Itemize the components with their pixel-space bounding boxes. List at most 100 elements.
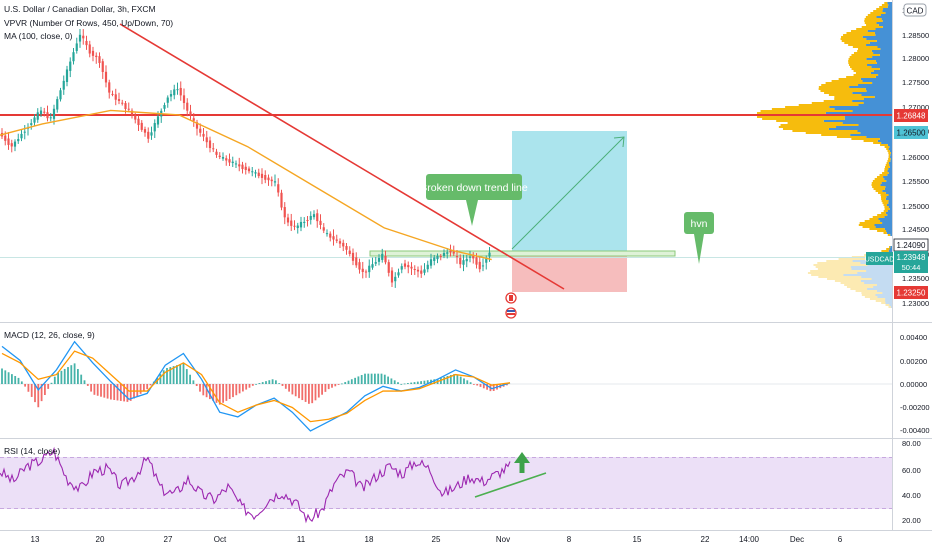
vpvr-legend[interactable]: VPVR (Number Of Rows, 450, Up/Down, 70) [4, 18, 173, 28]
price-tag-symbol[interactable]: USDCAD [865, 252, 895, 265]
macd-signal-line [1, 350, 511, 423]
macd-histogram-bar [50, 382, 53, 384]
price-tag-resistance[interactable]: 1.24090 [893, 238, 929, 252]
candle-body [13, 141, 17, 147]
vp-up-bar [873, 52, 892, 54]
vp-down-bar [815, 266, 851, 268]
vp-up-bar [883, 176, 892, 178]
candle-body [342, 242, 345, 247]
rsi-trendline[interactable] [474, 472, 547, 498]
rsi-axis[interactable]: 80.00 60.00 40.00 20.00 [902, 439, 921, 525]
vp-up-bar [877, 46, 892, 48]
vp-down-bar [880, 144, 888, 146]
candle-body [459, 257, 462, 265]
vp-up-bar [890, 234, 892, 236]
vp-up-bar [880, 220, 892, 222]
macd-pane[interactable]: MACD (12, 26, close, 9) [0, 330, 892, 432]
vp-up-bar [890, 156, 892, 158]
macd-legend[interactable]: MACD (12, 26, close, 9) [4, 330, 95, 340]
vp-down-bar [824, 92, 853, 94]
rsi-line [0, 446, 511, 524]
time-axis[interactable]: 13 20 27 Oct 11 18 25 Nov 8 15 22 14:00 Dec 6 [31, 535, 843, 544]
vp-up-bar [876, 290, 892, 292]
rsi-pane[interactable]: RSI (14, close) [0, 446, 892, 524]
vp-down-bar [864, 22, 877, 24]
macd-histogram-bar [113, 384, 116, 400]
vp-up-bar [828, 128, 892, 130]
up-arrow-icon[interactable] [514, 452, 530, 473]
trend-callout[interactable]: Broken down trend line [420, 174, 528, 226]
price-tag-red-level[interactable]: 1.26848 [894, 109, 928, 122]
vp-down-bar [886, 148, 889, 150]
vp-up-bar [857, 272, 892, 274]
vp-down-bar [782, 128, 829, 130]
price-tag-cyan-level[interactable]: 1.26500 [894, 126, 928, 139]
vp-up-bar [873, 286, 892, 288]
vp-down-bar [848, 60, 876, 62]
macd-histogram-bar [337, 384, 340, 385]
macd-histogram-bar [172, 366, 175, 384]
candle-body [358, 262, 361, 270]
rsi-legend[interactable]: RSI (14, close) [4, 446, 60, 456]
vp-up-bar [889, 208, 892, 210]
candle-body [111, 93, 114, 95]
price-pane[interactable]: Broken down trend line hvn U.S. Dollar /… [0, 2, 892, 319]
candle-body [186, 102, 189, 111]
vp-up-bar [886, 180, 892, 182]
candle-body [251, 171, 254, 173]
macd-histogram-bar [344, 382, 347, 384]
resistance-zone[interactable] [369, 250, 676, 257]
price-tag-stop[interactable]: 1.23250 [894, 286, 928, 299]
candle-body [104, 71, 108, 83]
price-tag-current[interactable]: 1.23948 50:44 [894, 251, 928, 273]
candle-body [420, 270, 423, 274]
macd-histogram-bar [205, 384, 208, 398]
projection-arrow[interactable] [511, 136, 625, 250]
ma-legend[interactable]: MA (100, close, 0) [4, 31, 73, 41]
macd-histogram-bar [93, 384, 96, 395]
currency-badge[interactable]: CAD [903, 3, 927, 17]
vp-down-bar [818, 86, 850, 88]
candle-body [407, 265, 410, 268]
macd-histogram-bar [261, 382, 264, 384]
macd-histogram-bar [100, 384, 102, 397]
rsi-band [0, 457, 892, 509]
macd-axis[interactable]: 0.00400 0.00200 0.00000 -0.00200 -0.00400 [900, 333, 930, 435]
macd-histogram-bar [126, 384, 129, 402]
candle-body [20, 133, 23, 139]
macd-histogram-bar [116, 384, 119, 401]
candle-body [475, 257, 478, 265]
vp-down-bar [884, 170, 888, 172]
macd-histogram-bar [169, 367, 172, 384]
vp-up-bar [885, 186, 892, 188]
candle-body [400, 266, 403, 270]
vp-up-bar [874, 96, 892, 98]
macd-histogram-bar [426, 380, 429, 384]
vp-down-bar [838, 78, 861, 80]
vp-up-bar [871, 50, 892, 52]
vp-up-bar [875, 34, 892, 36]
vp-up-bar [875, 76, 892, 78]
vp-down-bar [821, 134, 851, 136]
macd-histogram-bar [232, 384, 234, 398]
downtrend-line[interactable] [119, 23, 565, 290]
macd-histogram-bar [238, 384, 241, 394]
vp-up-bar [836, 126, 892, 128]
vp-down-bar [771, 108, 835, 110]
price-tag-countdown-text: 50:44 [902, 263, 921, 272]
vp-up-bar [890, 154, 892, 156]
hvn-callout[interactable]: hvn [684, 212, 714, 264]
macd-histogram-bar [57, 372, 59, 384]
candle-body [98, 56, 101, 63]
macd-histogram-bar [159, 374, 162, 384]
macd-histogram-bar [423, 380, 426, 384]
vp-up-bar [882, 190, 892, 192]
candle-body [465, 258, 468, 262]
macd-tick-label: 0.00400 [900, 333, 927, 342]
symbol-legend[interactable]: U.S. Dollar / Canadian Dollar, 3h, FXCM [4, 4, 156, 14]
vp-up-bar [881, 182, 892, 184]
vp-down-bar [776, 120, 824, 122]
us-event-icon[interactable] [505, 307, 517, 319]
canada-event-icon[interactable] [505, 292, 517, 304]
